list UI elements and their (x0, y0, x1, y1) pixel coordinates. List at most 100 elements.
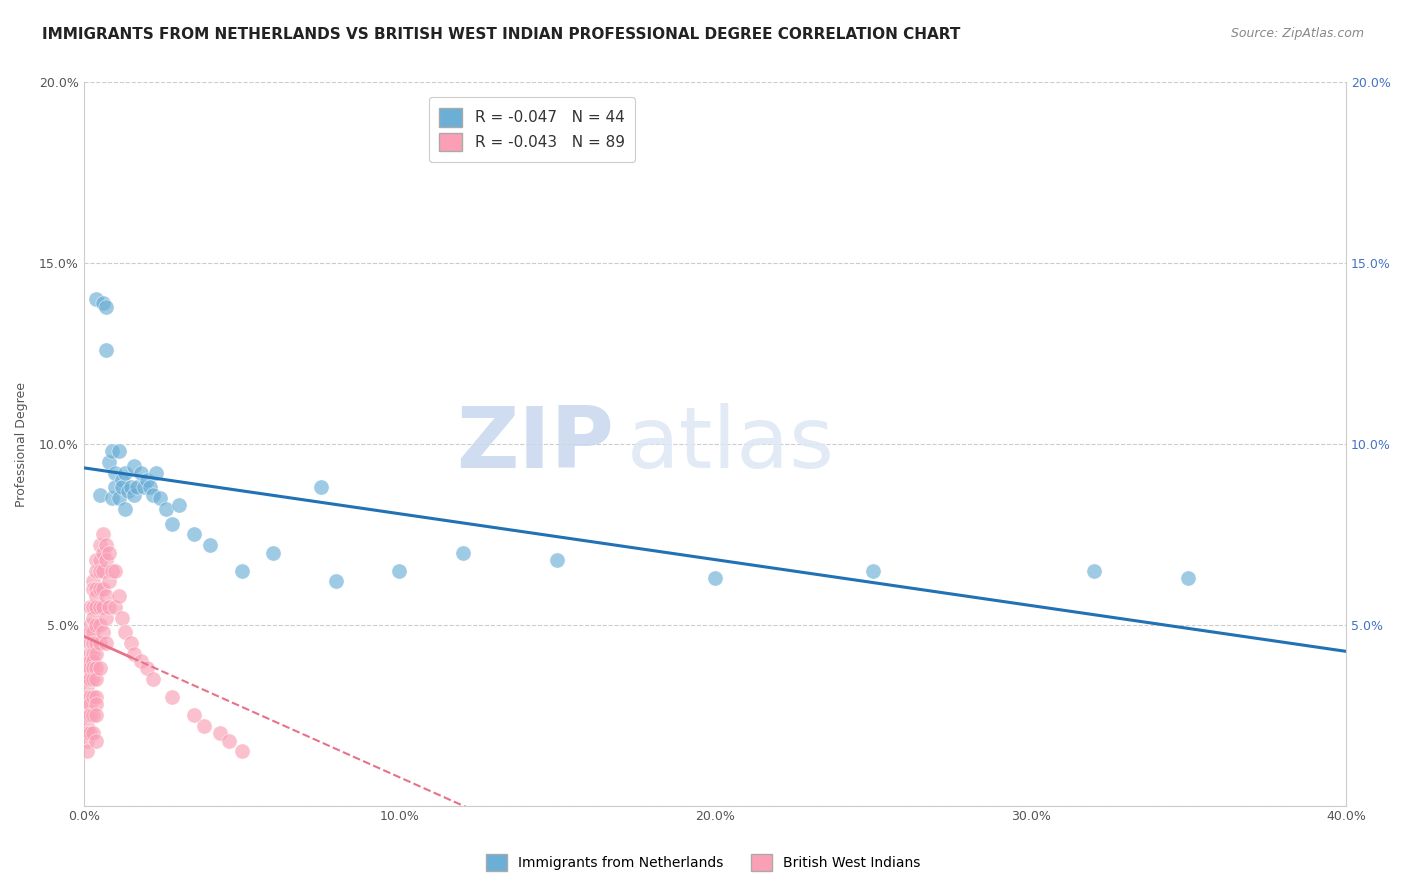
Point (98, 599, 121, 614)
Point (86, 690, 108, 705)
Point (139, 480, 162, 494)
Point (127, 480, 149, 494)
Point (98, 574, 121, 589)
Point (208, 726, 231, 740)
Point (104, 466, 127, 480)
Point (76, 719, 98, 733)
Point (101, 564, 124, 578)
Point (167, 499, 190, 513)
Point (86, 553, 108, 567)
Point (111, 480, 134, 494)
Point (193, 719, 215, 733)
Point (98, 455, 121, 469)
Point (98, 545, 121, 559)
Point (76, 733, 98, 747)
Point (388, 564, 411, 578)
Point (79, 708, 101, 723)
Point (91, 545, 114, 559)
Point (86, 589, 108, 603)
Point (86, 582, 108, 596)
Legend: R = -0.047   N = 44, R = -0.043   N = 89: R = -0.047 N = 44, R = -0.043 N = 89 (429, 97, 636, 162)
Point (82, 610, 104, 624)
Point (76, 672, 98, 686)
Point (79, 672, 101, 686)
Point (94, 553, 117, 567)
Text: ZIP: ZIP (457, 402, 614, 485)
Point (218, 733, 240, 747)
Point (79, 647, 101, 661)
Point (862, 564, 884, 578)
Point (79, 690, 101, 705)
Point (120, 636, 142, 650)
Point (704, 571, 727, 585)
Point (120, 480, 142, 494)
Point (82, 647, 104, 661)
Point (94, 300, 117, 314)
Point (86, 293, 108, 307)
Point (104, 599, 127, 614)
Point (124, 458, 146, 473)
Point (76, 661, 98, 675)
Point (76, 708, 98, 723)
Point (76, 726, 98, 740)
Point (91, 296, 114, 310)
Point (89, 661, 111, 675)
Point (114, 625, 136, 640)
Point (79, 599, 101, 614)
Point (104, 480, 127, 494)
Point (76, 744, 98, 758)
Point (451, 545, 474, 559)
Point (117, 483, 139, 498)
Point (89, 617, 111, 632)
Point (107, 444, 129, 458)
Point (89, 538, 111, 552)
Point (198, 538, 221, 552)
Point (94, 343, 117, 357)
Point (107, 491, 129, 506)
Point (86, 617, 108, 632)
Point (86, 708, 108, 723)
Point (79, 698, 101, 712)
Point (114, 502, 136, 516)
Point (142, 488, 165, 502)
Point (309, 480, 332, 494)
Point (94, 538, 117, 552)
Point (79, 661, 101, 675)
Point (79, 617, 101, 632)
Point (104, 564, 127, 578)
Point (86, 661, 108, 675)
Point (111, 610, 134, 624)
Point (101, 444, 124, 458)
Point (149, 491, 172, 506)
Point (136, 661, 159, 675)
Point (91, 582, 114, 596)
Legend: Immigrants from Netherlands, British West Indians: Immigrants from Netherlands, British Wes… (481, 848, 925, 876)
Point (82, 625, 104, 640)
Point (82, 672, 104, 686)
Point (79, 625, 101, 640)
Point (129, 466, 152, 480)
Point (94, 636, 117, 650)
Point (114, 466, 136, 480)
Point (86, 733, 108, 747)
Point (325, 574, 347, 589)
Point (107, 589, 129, 603)
Text: Source: ZipAtlas.com: Source: ZipAtlas.com (1230, 27, 1364, 40)
Point (82, 654, 104, 668)
Point (82, 636, 104, 650)
Point (79, 654, 101, 668)
Point (82, 661, 104, 675)
Point (91, 599, 114, 614)
Point (546, 553, 568, 567)
Point (82, 574, 104, 589)
Text: atlas: atlas (627, 402, 835, 485)
Point (136, 473, 159, 487)
Point (1177, 571, 1199, 585)
Point (231, 744, 253, 758)
Point (231, 564, 253, 578)
Point (94, 589, 117, 603)
Point (91, 625, 114, 640)
Point (89, 636, 111, 650)
Point (183, 527, 205, 541)
Point (124, 647, 146, 661)
